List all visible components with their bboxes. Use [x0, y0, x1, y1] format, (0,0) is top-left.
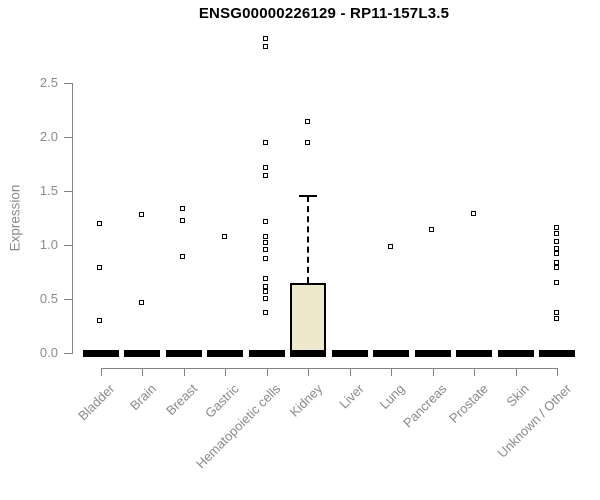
upper-whisker — [307, 196, 310, 283]
outlier-point — [263, 43, 269, 49]
x-axis-tick — [557, 368, 559, 376]
outlier-point — [97, 265, 103, 271]
y-axis-tick — [64, 245, 72, 246]
outlier-point — [304, 119, 310, 125]
y-tick-label: 0.5 — [39, 291, 58, 306]
median-bar — [331, 349, 368, 357]
median-bar — [290, 349, 327, 357]
median-bar — [82, 349, 119, 357]
x-tick-label: Brain — [126, 381, 159, 414]
x-tick-label: Unknown / Other — [494, 381, 574, 461]
y-tick-label: 2.5 — [39, 75, 58, 90]
median-bar — [539, 349, 576, 357]
y-axis-line — [72, 83, 73, 354]
outlier-point — [263, 233, 269, 239]
outlier-point — [263, 276, 269, 282]
outlier-point — [387, 243, 393, 249]
x-tick-label: Skin — [503, 381, 533, 410]
x-tick-label: Lung — [376, 381, 408, 413]
outlier-point — [553, 265, 559, 271]
outlier-point — [97, 220, 103, 226]
box — [290, 282, 327, 353]
outlier-point — [553, 245, 559, 251]
outlier-point — [553, 239, 559, 245]
outlier-point — [553, 309, 559, 315]
x-tick-label: Liver — [335, 381, 367, 412]
outlier-point — [138, 299, 144, 305]
outlier-point — [553, 259, 559, 265]
outlier-point — [553, 280, 559, 286]
y-tick-label: 0.0 — [39, 345, 58, 360]
y-tick-label: 1.5 — [39, 183, 58, 198]
x-tick-label: Pancreas — [399, 381, 450, 431]
x-tick-label: Prostate — [446, 381, 491, 426]
y-tick-label: 1.0 — [39, 237, 58, 252]
x-axis-tick — [225, 368, 227, 376]
outlier-point — [470, 211, 476, 217]
outlier-point — [263, 289, 269, 295]
outlier-point — [263, 283, 269, 289]
y-axis-tick — [64, 137, 72, 138]
x-axis-tick — [142, 368, 144, 376]
x-axis-tick — [183, 368, 185, 376]
outlier-point — [221, 233, 227, 239]
x-axis-line — [100, 368, 559, 369]
median-bar — [165, 349, 202, 357]
x-axis-tick — [391, 368, 393, 376]
y-axis-tick — [64, 191, 72, 192]
outlier-point — [180, 217, 186, 223]
whisker-cap — [299, 195, 318, 198]
x-tick-label: Gastric — [202, 381, 242, 421]
outlier-point — [263, 295, 269, 301]
outlier-point — [304, 139, 310, 145]
outlier-point — [97, 318, 103, 324]
x-axis-tick — [432, 368, 434, 376]
median-bar — [414, 349, 451, 357]
outlier-point — [263, 246, 269, 252]
outlier-point — [138, 212, 144, 218]
outlier-point — [263, 218, 269, 224]
outlier-point — [263, 36, 269, 42]
x-tick-label: Breast — [163, 381, 201, 419]
outlier-point — [263, 139, 269, 145]
x-axis-tick — [515, 368, 517, 376]
median-bar — [124, 349, 161, 357]
outlier-point — [263, 164, 269, 170]
median-bar — [373, 349, 410, 357]
outlier-point — [263, 309, 269, 315]
outlier-point — [263, 255, 269, 261]
x-tick-label: Bladder — [75, 381, 118, 424]
x-axis-tick — [349, 368, 351, 376]
outlier-point — [553, 230, 559, 236]
outlier-point — [553, 225, 559, 231]
x-tick-label: Kidney — [286, 381, 325, 420]
outlier-point — [553, 251, 559, 257]
y-tick-label: 2.0 — [39, 129, 58, 144]
outlier-point — [429, 227, 435, 233]
chart-title: ENSG00000226129 - RP11-157L3.5 — [198, 5, 450, 22]
outlier-point — [180, 254, 186, 260]
median-bar — [456, 349, 493, 357]
median-bar — [248, 349, 285, 357]
outlier-point — [263, 240, 269, 246]
y-axis-tick — [64, 353, 72, 354]
y-axis-tick — [64, 83, 72, 84]
x-axis-tick — [266, 368, 268, 376]
outlier-point — [263, 173, 269, 179]
y-axis-tick — [64, 299, 72, 300]
median-bar — [497, 349, 534, 357]
x-axis-tick — [100, 368, 102, 376]
median-bar — [207, 349, 244, 357]
outlier-point — [553, 316, 559, 322]
x-axis-tick — [308, 368, 310, 376]
x-axis-tick — [474, 368, 476, 376]
outlier-point — [180, 205, 186, 211]
